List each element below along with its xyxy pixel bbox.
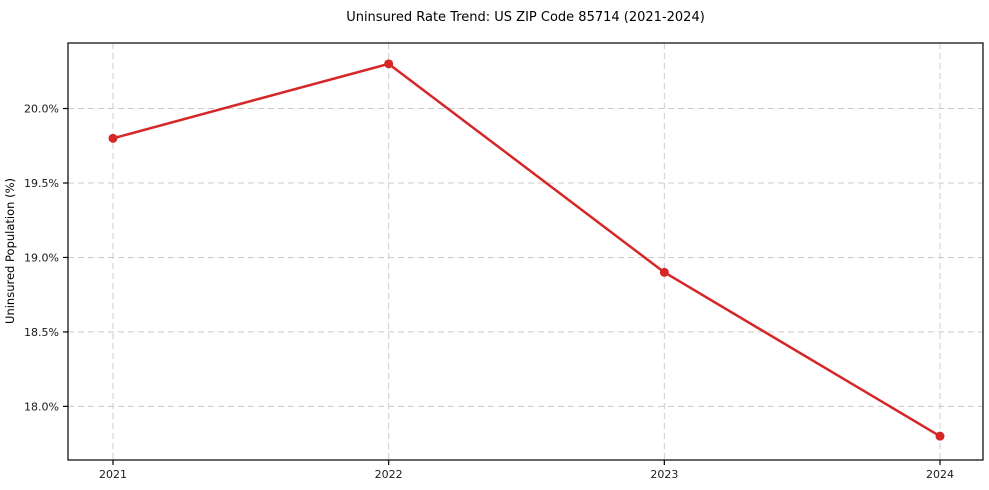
x-tick-label: 2021 [99, 468, 127, 481]
x-tick-label: 2024 [926, 468, 954, 481]
axis-ticks [63, 107, 941, 465]
y-tick-label: 19.5% [24, 177, 59, 190]
data-point-marker [659, 267, 669, 277]
data-point-marker [108, 133, 118, 143]
gridlines [68, 43, 983, 460]
trend-line [111, 62, 942, 438]
y-tick-label: 20.0% [24, 103, 59, 116]
y-axis-label: Uninsured Population (%) [3, 178, 17, 324]
x-tick-label: 2023 [650, 468, 678, 481]
plot-border [67, 42, 984, 461]
chart-title: Uninsured Rate Trend: US ZIP Code 85714 … [346, 10, 705, 25]
data-points [108, 59, 945, 441]
data-point-marker [384, 59, 394, 69]
tick-labels: 18.0% 18.5% 19.0% 19.5% 20.0% 2021 2022 2023 202… [24, 103, 954, 481]
y-tick-label: 18.5% [24, 326, 59, 339]
data-point-marker [935, 431, 945, 441]
y-tick-label: 19.0% [24, 251, 59, 264]
y-tick-label: 18.0% [24, 400, 59, 413]
x-tick-label: 2022 [375, 468, 403, 481]
